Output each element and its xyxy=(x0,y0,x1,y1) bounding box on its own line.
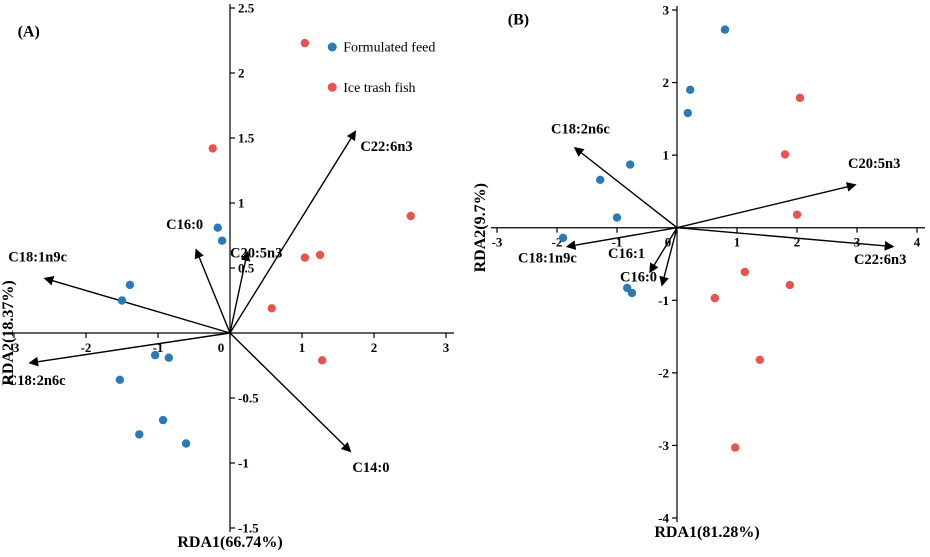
x-tick-label: -1 xyxy=(612,235,623,250)
x-tick-label: 4 xyxy=(914,235,921,250)
data-point-ice-trash-fish xyxy=(740,267,749,277)
data-point-formulated-feed xyxy=(627,288,637,298)
vector-arrow-c18-1n9c xyxy=(43,276,231,334)
vector-arrow-c18-2n6c xyxy=(28,332,231,367)
data-point-formulated-feed xyxy=(125,280,135,290)
vector-label-c20-5n3: C20:5n3 xyxy=(230,246,282,262)
y-tick-label: -3 xyxy=(658,438,669,453)
data-point-formulated-feed xyxy=(158,415,168,425)
data-point-ice-trash-fish xyxy=(406,211,415,221)
vector-arrow-c20-5n3 xyxy=(229,250,251,334)
data-point-formulated-feed xyxy=(612,213,622,222)
data-point-formulated-feed xyxy=(164,353,173,362)
data-point-formulated-feed xyxy=(115,375,125,384)
x-tick-label: 2 xyxy=(371,340,378,355)
data-point-formulated-feed xyxy=(117,296,127,305)
vector-label-c18-1n9c: C18:1n9c xyxy=(8,250,67,266)
y-tick-label: -4 xyxy=(658,511,669,526)
y-tick-label: -1 xyxy=(658,293,669,308)
data-point-ice-trash-fish xyxy=(755,355,764,364)
x-tick-label: -3 xyxy=(9,340,20,355)
y-tick-label: -1 xyxy=(238,456,249,471)
panel-a-chart: -3 -2 -1 0 1 2 3 -1.5 -1 -0.5 0.5 1 1.5 2 2.5 C22:6n3 C1… xyxy=(0,1,454,551)
vector-arrow-c16-0 xyxy=(194,248,231,334)
data-point-formulated-feed xyxy=(626,160,635,169)
data-point-ice-trash-fish xyxy=(208,144,217,153)
vector-arrow-c22-6n3 xyxy=(229,130,357,334)
y-tick-label: 0.5 xyxy=(238,261,255,276)
vector-label-c18-2n6c: C18:2n6c xyxy=(551,121,610,137)
data-point-ice-trash-fish xyxy=(710,293,719,303)
y-tick-label: 1 xyxy=(663,148,670,163)
data-point-ice-trash-fish xyxy=(780,150,790,159)
data-point-formulated-feed xyxy=(150,350,160,360)
legend-label-formulated-feed: Formulated feed xyxy=(343,41,435,56)
y-tick-label: 2 xyxy=(238,66,245,81)
x-axis-label: RDA1(81.28%) xyxy=(654,524,759,541)
vector-label-c18-2n6c: C18:2n6c xyxy=(7,373,66,389)
data-point-formulated-feed xyxy=(135,430,144,439)
x-tick-label: -2 xyxy=(81,340,92,355)
vector-label-c22-6n3: C22:6n3 xyxy=(854,252,906,268)
data-point-ice-trash-fish xyxy=(300,38,310,48)
y-tick-label: -2 xyxy=(658,365,669,380)
data-point-ice-trash-fish xyxy=(300,253,310,262)
data-point-ice-trash-fish xyxy=(785,280,794,290)
data-point-formulated-feed xyxy=(558,233,568,243)
y-axis-label: RDA2(9.7%) xyxy=(472,183,489,272)
vector-arrow-c14-0 xyxy=(229,332,352,453)
legend-label-ice-trash-fish: Ice trash fish xyxy=(343,81,415,96)
x-tick-label: -1 xyxy=(153,340,164,355)
x-tick-label: 2 xyxy=(794,235,801,250)
x-tick-label: 3 xyxy=(854,235,861,250)
data-point-ice-trash-fish xyxy=(731,443,740,452)
x-tick-label: -3 xyxy=(492,235,503,250)
data-point-formulated-feed xyxy=(181,439,191,448)
data-point-ice-trash-fish xyxy=(792,210,802,219)
x-tick-label: 0 xyxy=(218,340,225,355)
vector-label-c22-6n3: C22:6n3 xyxy=(360,139,412,155)
panel-b-chart: -3-2-101234-4-3-2-1123C18:2n6cC20:5n3C22… xyxy=(472,3,925,541)
vector-arrow-c16-0 xyxy=(659,227,678,287)
x-tick-label: -2 xyxy=(552,235,563,250)
data-point-formulated-feed xyxy=(683,108,692,118)
y-tick-label: 2 xyxy=(663,75,670,90)
y-axis-label: RDA2(18.37%) xyxy=(0,280,17,385)
y-tick-label: 2.5 xyxy=(238,1,255,16)
vector-arrow-c16-1 xyxy=(649,227,678,274)
y-tick-label: 1 xyxy=(238,196,245,211)
data-point-formulated-feed xyxy=(213,223,222,232)
data-point-ice-trash-fish xyxy=(795,93,805,103)
data-point-formulated-feed xyxy=(686,85,695,95)
data-point-formulated-feed xyxy=(720,25,730,34)
vector-label-c18-1n9c: C18:1n9c xyxy=(518,251,577,267)
data-point-formulated-feed xyxy=(217,236,227,245)
vector-label-c16-0: C16:0 xyxy=(620,269,657,285)
x-tick-label: 3 xyxy=(443,340,450,355)
panel-label: (B) xyxy=(508,12,529,29)
vector-label-c16-0: C16:0 xyxy=(166,217,203,233)
legend-marker-formulated-feed xyxy=(327,42,337,52)
legend-marker-ice-trash-fish xyxy=(327,82,337,92)
y-tick-label: 1.5 xyxy=(238,131,255,146)
data-point-formulated-feed xyxy=(596,175,605,185)
panel-label: (A) xyxy=(18,24,40,41)
y-tick-label: -0.5 xyxy=(238,391,259,406)
data-point-ice-trash-fish xyxy=(267,304,276,313)
data-point-ice-trash-fish xyxy=(315,250,325,260)
x-tick-label: 1 xyxy=(299,340,306,355)
data-point-ice-trash-fish xyxy=(317,356,327,365)
vector-arrow-c22-6n3 xyxy=(676,227,895,251)
vector-label-c14-0: C14:0 xyxy=(352,460,389,476)
y-tick-label: -1.5 xyxy=(238,521,259,536)
vector-label-c20-5n3: C20:5n3 xyxy=(848,156,900,172)
vector-arrow-c18-2n6c xyxy=(573,146,678,229)
vector-label-c16-1: C16:1 xyxy=(608,246,645,262)
vector-arrow-c18-1n9c xyxy=(565,227,678,251)
x-axis-label: RDA1(66.74%) xyxy=(177,534,282,551)
vector-arrow-c20-5n3 xyxy=(676,182,857,229)
x-tick-label: 1 xyxy=(734,235,741,250)
y-tick-label: 3 xyxy=(663,3,670,18)
